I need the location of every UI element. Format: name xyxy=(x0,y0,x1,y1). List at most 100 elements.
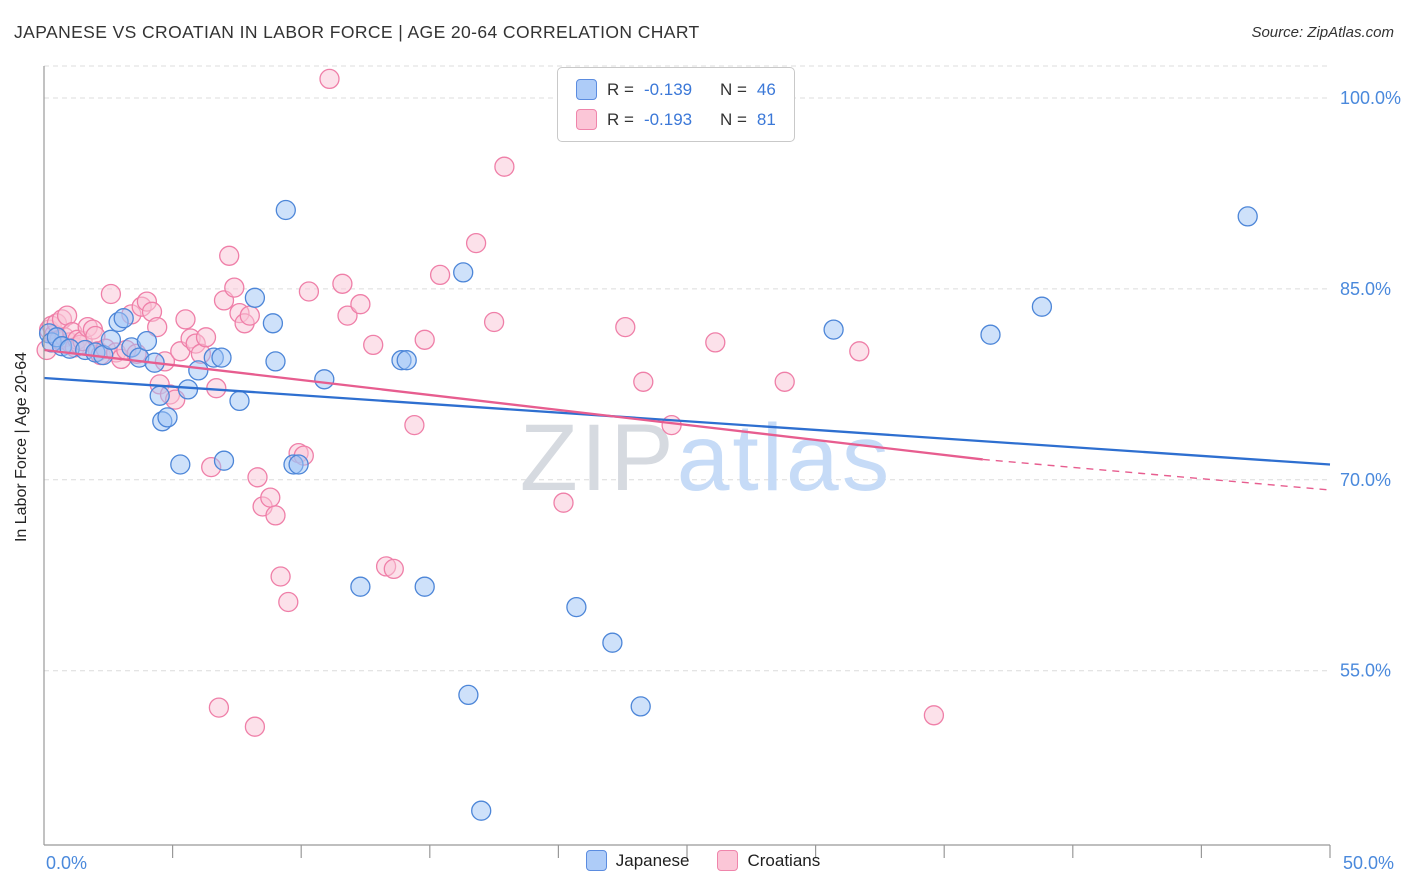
point-japanese xyxy=(136,330,158,352)
croatians-swatch-icon xyxy=(576,109,597,130)
y-tick-label: 100.0% xyxy=(1340,88,1401,108)
point-japanese xyxy=(229,390,250,412)
point-croatians xyxy=(332,273,353,294)
point-croatians xyxy=(270,566,291,587)
legend-item-japanese: Japanese xyxy=(585,850,690,871)
series-legend: Japanese Croatians xyxy=(0,850,1406,871)
point-japanese xyxy=(471,800,492,821)
trend-line-croatians xyxy=(982,458,1331,491)
point-japanese xyxy=(314,369,335,390)
point-japanese xyxy=(630,696,651,717)
trend-line-japanese xyxy=(43,376,1331,466)
point-croatians xyxy=(147,316,168,338)
y-tick-label: 70.0% xyxy=(1340,470,1391,490)
x-axis-max-label: 50.0% xyxy=(1342,853,1394,873)
point-croatians xyxy=(265,505,286,526)
point-japanese xyxy=(1031,296,1053,317)
point-croatians xyxy=(705,332,726,353)
point-croatians xyxy=(247,467,268,488)
point-japanese xyxy=(414,576,435,597)
point-croatians xyxy=(633,371,654,392)
point-croatians xyxy=(244,716,266,737)
r-label: R = xyxy=(607,79,634,99)
n-label: N = xyxy=(719,79,747,99)
point-japanese xyxy=(244,287,266,308)
x-axis-min-label: 0.0% xyxy=(46,853,88,873)
point-croatians xyxy=(337,305,358,326)
legend-item-label: Croatians xyxy=(747,850,821,870)
point-croatians xyxy=(774,371,795,392)
point-japanese xyxy=(265,351,286,372)
point-japanese xyxy=(157,407,178,428)
point-croatians xyxy=(350,294,371,315)
r-value-croatians: -0.193 xyxy=(643,109,693,129)
japanese-swatch-icon xyxy=(576,79,597,100)
point-japanese xyxy=(188,360,209,381)
point-croatians xyxy=(494,156,515,177)
point-croatians xyxy=(239,305,260,326)
n-value-croatians: 81 xyxy=(756,109,776,129)
point-japanese xyxy=(213,450,235,471)
point-croatians xyxy=(319,68,340,90)
point-japanese xyxy=(453,262,474,283)
point-croatians xyxy=(615,316,636,338)
r-label: R = xyxy=(607,109,634,129)
page-title: JAPANESE VS CROATIAN IN LABOR FORCE | AG… xyxy=(14,22,700,42)
point-japanese xyxy=(396,350,417,371)
point-croatians xyxy=(429,264,451,286)
point-japanese xyxy=(350,576,371,597)
point-japanese xyxy=(177,379,199,400)
point-croatians xyxy=(923,705,945,726)
point-japanese xyxy=(980,324,1001,345)
point-croatians xyxy=(553,492,574,513)
point-japanese xyxy=(1237,206,1258,227)
y-axis-label: In Labor Force | Age 20-64 xyxy=(13,351,30,543)
point-japanese xyxy=(823,319,844,340)
point-japanese xyxy=(262,313,284,334)
point-croatians xyxy=(661,414,682,436)
point-japanese xyxy=(602,632,623,653)
n-value-japanese: 46 xyxy=(756,79,776,99)
point-japanese xyxy=(566,596,587,618)
legend-row-japanese: R = -0.139 N = 46 xyxy=(576,79,776,100)
y-tick-label: 85.0% xyxy=(1340,279,1391,299)
point-croatians xyxy=(224,277,245,298)
point-croatians xyxy=(404,414,425,436)
point-croatians xyxy=(260,487,281,508)
point-croatians xyxy=(195,327,217,348)
point-croatians xyxy=(849,341,870,362)
point-croatians xyxy=(175,309,196,330)
japanese-swatch-icon xyxy=(585,850,607,871)
watermark: ZIPatlas xyxy=(520,405,892,511)
legend-row-croatians: R = -0.193 N = 81 xyxy=(576,109,776,130)
legend-item-label: Japanese xyxy=(615,850,690,870)
point-croatians xyxy=(383,558,404,580)
y-tick-label: 55.0% xyxy=(1340,661,1391,681)
point-croatians xyxy=(219,245,240,266)
trend-line-croatians xyxy=(43,348,983,461)
croatians-swatch-icon xyxy=(717,850,739,871)
correlation-legend-box: R = -0.139 N = 46 R = -0.193 N = 81 xyxy=(557,67,795,142)
point-japanese xyxy=(288,454,309,475)
r-value-japanese: -0.139 xyxy=(643,79,693,99)
point-croatians xyxy=(278,591,299,613)
point-croatians xyxy=(414,329,435,350)
source-attribution: Source: ZipAtlas.com xyxy=(1251,24,1394,41)
point-japanese xyxy=(170,454,191,475)
point-croatians xyxy=(208,697,230,718)
point-japanese xyxy=(113,308,134,329)
point-croatians xyxy=(483,311,505,333)
point-croatians xyxy=(465,232,487,254)
point-japanese xyxy=(458,684,479,706)
point-japanese xyxy=(149,385,170,406)
legend-item-croatians: Croatians xyxy=(717,850,820,871)
n-label: N = xyxy=(719,109,747,129)
point-croatians xyxy=(363,334,384,356)
point-croatians xyxy=(298,281,320,302)
point-japanese xyxy=(100,329,122,350)
point-japanese xyxy=(211,347,232,368)
point-japanese xyxy=(275,199,296,221)
point-croatians xyxy=(100,283,122,305)
